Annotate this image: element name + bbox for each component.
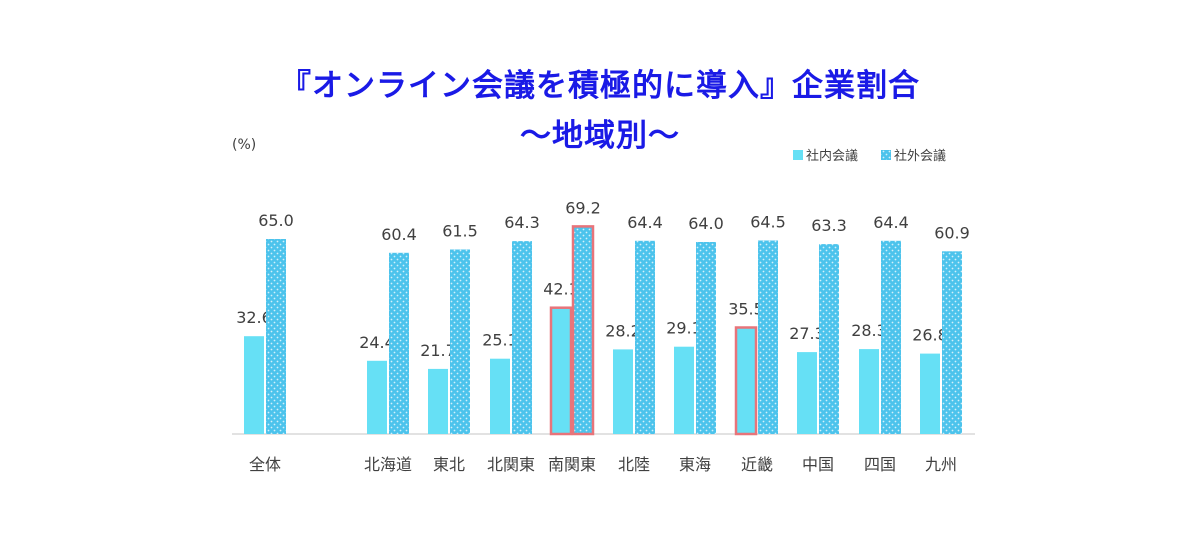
chart-title: 『オンライン会議を積極的に導入』企業割合 xyxy=(280,68,920,104)
value-label-s1-c7: 64.5 xyxy=(750,213,786,232)
value-label-s0-c6: 29.1 xyxy=(666,319,702,338)
y-unit-label: (%) xyxy=(232,137,256,153)
value-label-s0-c5: 28.2 xyxy=(605,321,641,340)
value-label-s1-c6: 64.0 xyxy=(688,214,724,233)
value-label-s0-c8: 27.3 xyxy=(789,324,825,343)
bar-s0-c10 xyxy=(920,353,940,434)
bar-s1-c0 xyxy=(266,239,286,434)
x-tick-label-c6: 東海 xyxy=(679,455,711,474)
x-tick-label-c9: 四国 xyxy=(864,455,896,474)
bar-s0-c4 xyxy=(549,306,573,436)
legend: 社内会議 社外会議 xyxy=(793,148,946,164)
x-tick-label-c5: 北陸 xyxy=(618,455,650,474)
bar-s1-c8 xyxy=(819,244,839,434)
x-tick-label-c0: 全体 xyxy=(249,455,281,474)
legend-label-internal: 社内会議 xyxy=(806,148,858,164)
value-label-s0-c10: 26.8 xyxy=(912,326,948,345)
value-label-s1-c9: 64.4 xyxy=(873,213,909,232)
value-label-s0-c3: 25.1 xyxy=(482,331,518,350)
x-tick-label-c2: 東北 xyxy=(433,455,465,474)
value-label-s1-c8: 63.3 xyxy=(811,216,847,235)
value-label-s0-c1: 24.4 xyxy=(359,333,395,352)
bar-s1-c1 xyxy=(389,252,409,434)
bar-s1-c10 xyxy=(942,251,962,434)
x-tick-label-c3: 北関東 xyxy=(487,455,535,474)
bar-s0-c7 xyxy=(734,326,758,436)
bar-s1-c9 xyxy=(881,240,901,434)
x-tick-label-c10: 九州 xyxy=(925,455,957,474)
x-tick-label-c1: 北海道 xyxy=(364,455,412,474)
value-label-s1-c2: 61.5 xyxy=(442,222,478,241)
x-tick-label-c4: 南関東 xyxy=(548,455,596,474)
bar-s0-c5 xyxy=(613,349,633,434)
value-label-s0-c7: 35.5 xyxy=(728,300,764,319)
bar-s0-c6 xyxy=(674,346,694,434)
x-tick-label-c8: 中国 xyxy=(802,455,834,474)
value-label-s1-c3: 64.3 xyxy=(504,213,540,232)
value-label-s0-c9: 28.3 xyxy=(851,321,887,340)
bar-s0-c8 xyxy=(797,352,817,434)
bar-s0-c3 xyxy=(490,358,510,434)
x-tick-label-c7: 近畿 xyxy=(741,455,773,474)
bar-s0-c1 xyxy=(367,360,387,434)
value-label-s0-c2: 21.7 xyxy=(420,341,456,360)
value-label-s1-c1: 60.4 xyxy=(381,225,417,244)
chart-subtitle: ～地域別～ xyxy=(520,118,680,154)
bar-s1-c7 xyxy=(758,240,778,434)
value-label-s1-c0: 65.0 xyxy=(258,211,294,230)
bar-s1-c2 xyxy=(450,249,470,434)
value-label-s0-c0: 32.6 xyxy=(236,308,272,327)
legend-label-external: 社外会議 xyxy=(894,148,946,164)
value-label-s0-c4: 42.1 xyxy=(543,280,579,299)
value-label-s1-c5: 64.4 xyxy=(627,213,663,232)
value-label-s1-c10: 60.9 xyxy=(934,223,970,242)
legend-swatch-internal xyxy=(793,150,803,160)
value-label-s1-c4: 69.2 xyxy=(565,198,601,217)
bar-s0-c9 xyxy=(859,349,879,434)
bar-s1-c3 xyxy=(512,241,532,434)
bar-s1-c4 xyxy=(571,225,595,436)
bar-s0-c2 xyxy=(428,368,448,434)
bars: 32.6 65.0 全体 24.4 60.4 北海道 21.7 61.5 東北 25.1 64.3 北… xyxy=(236,198,970,474)
bar-s1-c5 xyxy=(635,240,655,434)
bar-s1-c6 xyxy=(696,242,716,434)
legend-swatch-external xyxy=(881,150,891,160)
bar-s0-c0 xyxy=(244,336,264,434)
